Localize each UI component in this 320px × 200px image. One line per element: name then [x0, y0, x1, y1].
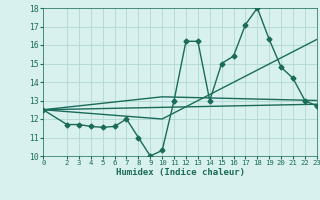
- X-axis label: Humidex (Indice chaleur): Humidex (Indice chaleur): [116, 168, 244, 177]
